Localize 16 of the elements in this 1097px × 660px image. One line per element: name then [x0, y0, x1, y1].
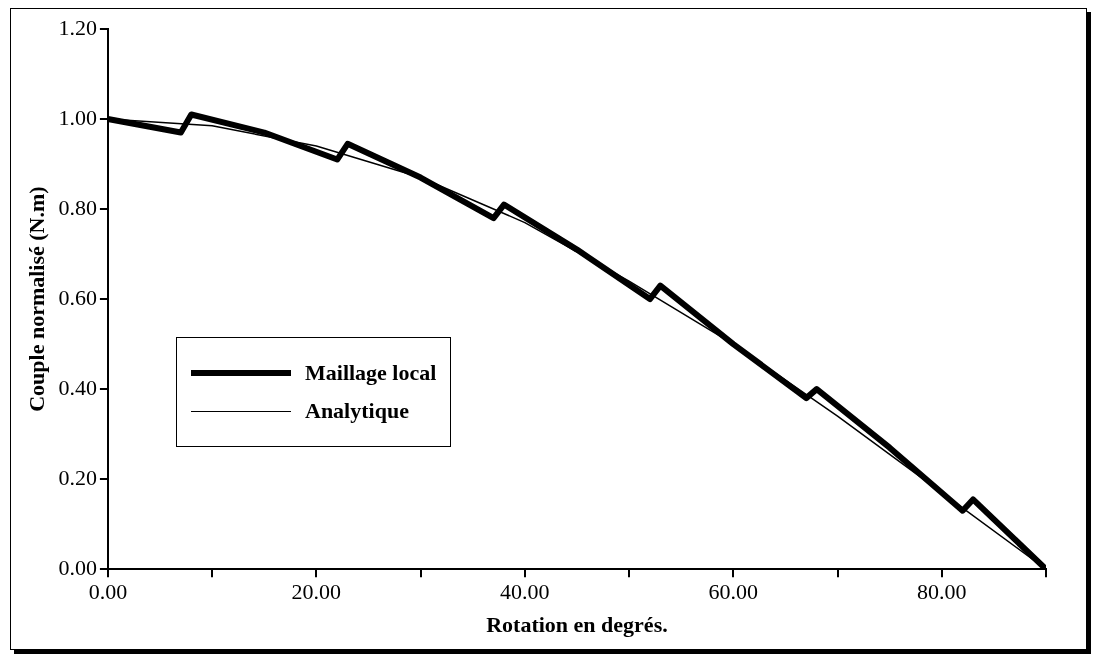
- legend-label: Maillage local: [305, 360, 437, 386]
- x-axis-title: Rotation en degrés.: [486, 612, 668, 638]
- x-tick-label: 80.00: [917, 579, 967, 605]
- x-tick-label: 20.00: [291, 579, 342, 605]
- y-tick-label: 0.80: [58, 194, 97, 220]
- x-tick-label: 60.00: [708, 579, 759, 605]
- y-tick-label: 0.60: [58, 284, 97, 310]
- y-tick-label: 0.00: [58, 554, 97, 580]
- legend-label: Analytique: [305, 398, 409, 424]
- y-tick-label: 0.20: [58, 464, 97, 490]
- y-tick-label: 0.40: [58, 374, 97, 400]
- y-axis-title: Couple normalisé (N.m): [23, 186, 49, 412]
- y-tick-label: 1.00: [58, 104, 97, 130]
- y-tick-label: 1.20: [58, 14, 97, 40]
- x-tick-label: 40.00: [500, 579, 550, 605]
- text: 0.00: [88, 579, 128, 605]
